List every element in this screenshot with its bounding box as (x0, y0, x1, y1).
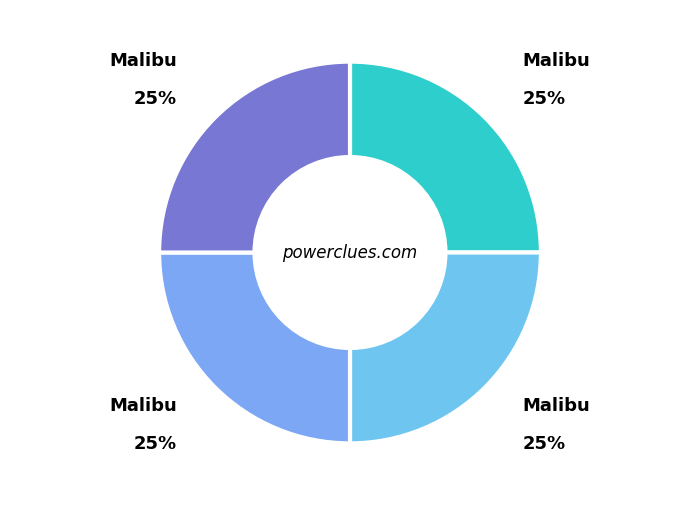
Text: Malibu: Malibu (523, 397, 591, 415)
Text: Malibu: Malibu (109, 397, 177, 415)
Text: Malibu: Malibu (109, 52, 177, 70)
Text: powerclues.com: powerclues.com (282, 243, 418, 262)
Text: 25%: 25% (523, 435, 566, 453)
Wedge shape (350, 62, 541, 252)
Text: Malibu: Malibu (523, 52, 591, 70)
Text: 25%: 25% (134, 435, 177, 453)
Wedge shape (159, 62, 350, 252)
Text: 25%: 25% (134, 90, 177, 108)
Wedge shape (159, 252, 350, 443)
Text: 25%: 25% (523, 90, 566, 108)
Wedge shape (350, 252, 541, 443)
